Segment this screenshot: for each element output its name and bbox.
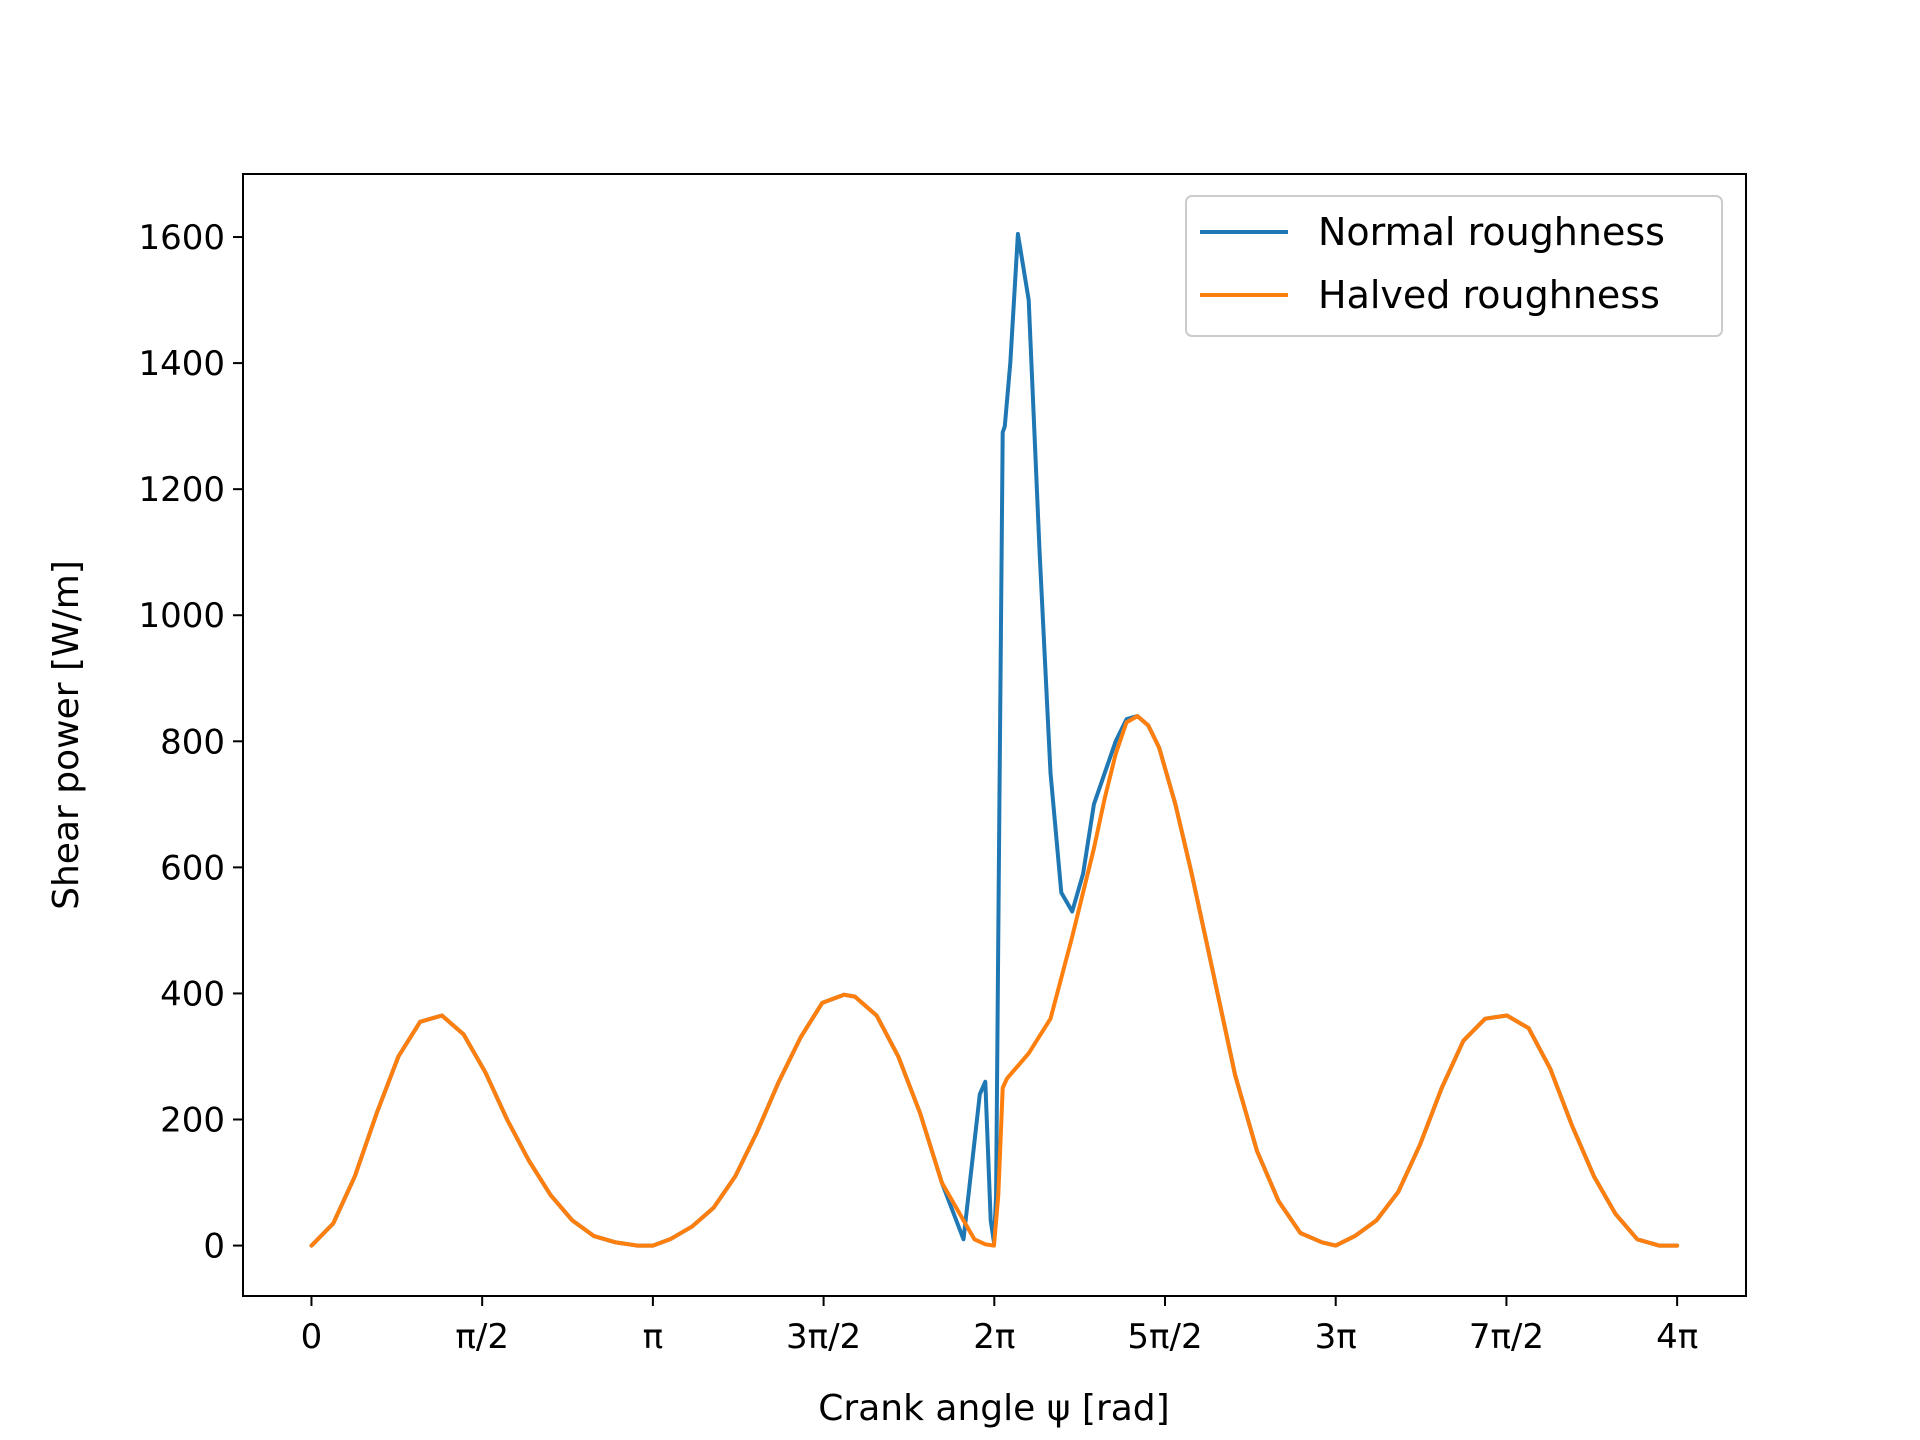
y-tick-label: 1600: [138, 218, 225, 258]
x-axis-label: Crank angle ψ [rad]: [818, 1388, 1169, 1429]
legend-label-1: Normal roughness: [1318, 210, 1665, 254]
x-tick-label: 4π: [1656, 1317, 1698, 1357]
y-tick-label: 1000: [138, 596, 225, 636]
y-tick-label: 800: [160, 722, 225, 762]
y-tick-label: 400: [160, 974, 225, 1014]
y-tick-label: 1200: [138, 470, 225, 510]
x-tick-label: 7π/2: [1469, 1317, 1544, 1357]
x-tick-label: 3π/2: [786, 1317, 861, 1357]
x-tick-label: π: [643, 1317, 663, 1357]
legend-box: [1185, 195, 1723, 337]
legend-label-2: Halved roughness: [1318, 273, 1660, 317]
x-tick-label: 0: [301, 1317, 323, 1357]
y-axis-label: Shear power [W/m]: [46, 560, 87, 910]
y-axis-ticks: 0 200 400 600 800 1000 1200 1400 1600: [138, 218, 243, 1267]
x-tick-label: 5π/2: [1127, 1317, 1202, 1357]
x-tick-label: 2π: [973, 1317, 1015, 1357]
y-tick-label: 200: [160, 1101, 225, 1141]
x-axis-ticks: 0 π/2 π 3π/2 2π 5π/2 3π 7π/2 4π: [301, 1296, 1698, 1357]
y-tick-label: 0: [203, 1227, 225, 1267]
y-tick-label: 600: [160, 848, 225, 888]
x-tick-label: π/2: [455, 1317, 509, 1357]
legend: Normal roughness Halved roughness: [1185, 195, 1723, 337]
series-line-2: [309, 714, 1680, 1248]
series-layer: [309, 231, 1680, 1248]
x-tick-label: 3π: [1315, 1317, 1357, 1357]
y-tick-label: 1400: [138, 344, 225, 384]
